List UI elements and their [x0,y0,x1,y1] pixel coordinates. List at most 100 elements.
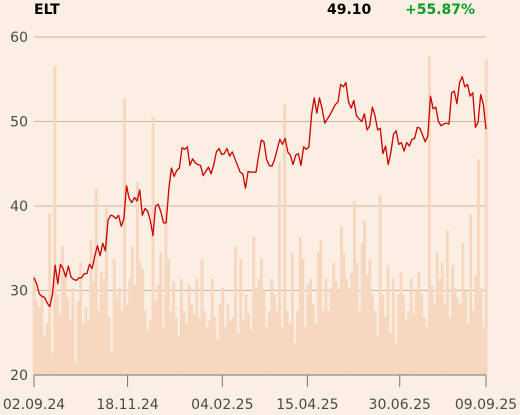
volume-bar [345,278,349,375]
volume-bar [412,313,416,375]
volume-bar [396,294,400,375]
volume-bar [241,320,245,375]
volume-bar [123,98,126,375]
volume-bar [464,291,467,375]
volume-bar [352,201,356,375]
volume-bar [347,288,351,375]
volume-bars [32,56,488,376]
volume-bar [278,162,281,375]
volume-bar [146,329,150,375]
volume-bar [247,313,250,375]
volume-bar [260,259,263,375]
price-series [33,76,487,308]
volume-bar [327,310,331,375]
volume-bar [445,230,449,375]
volume-bar [198,317,201,375]
volume-bar [443,304,447,375]
volume-bar [141,268,145,375]
volume-bar [381,294,385,375]
volume-bar [117,288,121,375]
volume-bar [484,59,488,375]
volume-bar [89,239,93,375]
volume-bar [479,288,483,375]
volume-bar [195,278,199,375]
volume-bar [210,278,214,375]
volume-bar [451,265,455,375]
volume-bar [290,252,294,375]
volume-bar [409,278,413,375]
y-tick-label: 20 [10,368,28,384]
volume-bar [293,342,297,375]
volume-bar [267,310,271,375]
volume-bar [156,284,160,375]
volume-bar [128,278,132,375]
volume-bar [332,262,336,375]
volume-bar [417,271,421,375]
volume-bar [438,278,442,375]
volume-bar [99,271,103,375]
x-tick-label: 09.09.25 [455,397,517,413]
x-tick-label: 30.06.25 [369,397,431,413]
volume-bar [306,284,310,375]
volume-bar [383,317,387,375]
change-percent: +55.87% [405,2,476,18]
volume-bar [164,207,168,375]
volume-bar [391,278,395,375]
volume-bar [270,278,274,375]
volume-bar [378,194,382,375]
volume-bar [422,317,426,375]
volume-bar [216,339,219,375]
volume-bar [342,252,346,375]
volume-bar [205,326,209,375]
x-tick-label: 15.04.25 [276,397,338,413]
volume-bar [244,294,248,375]
volume-bar [76,300,80,375]
volume-bar [373,310,377,375]
volume-bar [236,333,240,375]
volume-bar [329,288,333,375]
volume-bar [71,288,75,375]
volume-bar [148,320,152,375]
volume-bar [474,275,478,375]
volume-bar [249,329,253,375]
volume-bar [469,214,473,375]
volume-bar [50,352,54,375]
volume-bar [262,291,266,375]
volume-bar [226,304,230,375]
x-tick-label: 18.11.24 [96,397,158,413]
volume-bar [298,236,302,375]
volume-bar [169,310,173,375]
volume-bar [213,317,217,375]
volume-bar [190,304,194,375]
volume-bar [363,220,367,375]
volume-bar [86,320,90,375]
volume-bar [430,284,434,375]
volume-bar [394,342,398,375]
volume-bar [223,326,227,375]
volume-bar [252,236,256,375]
x-tick-label: 04.02.25 [191,397,253,413]
volume-bar [453,288,457,375]
volume-bar [94,188,98,375]
volume-bar [319,239,323,375]
volume-bar [45,323,49,375]
volume-bar [476,159,480,375]
volume-bar [254,288,258,375]
volume-bar [414,291,418,375]
volume-bar [138,262,142,375]
volume-bar [40,294,44,375]
volume-bar [161,326,165,375]
y-tick-label: 40 [10,199,28,215]
volume-bar [92,281,95,375]
volume-bar [399,271,403,375]
volume-bar [185,323,188,375]
ticker-symbol: ELT [34,2,60,18]
volume-bar [187,284,191,375]
volume-bar [136,181,139,375]
volume-bar [48,214,52,375]
volume-bar [159,252,163,375]
volume-bar [107,317,111,375]
volume-bar [482,326,486,375]
volume-bar [229,320,232,375]
volume-bar [125,304,129,375]
